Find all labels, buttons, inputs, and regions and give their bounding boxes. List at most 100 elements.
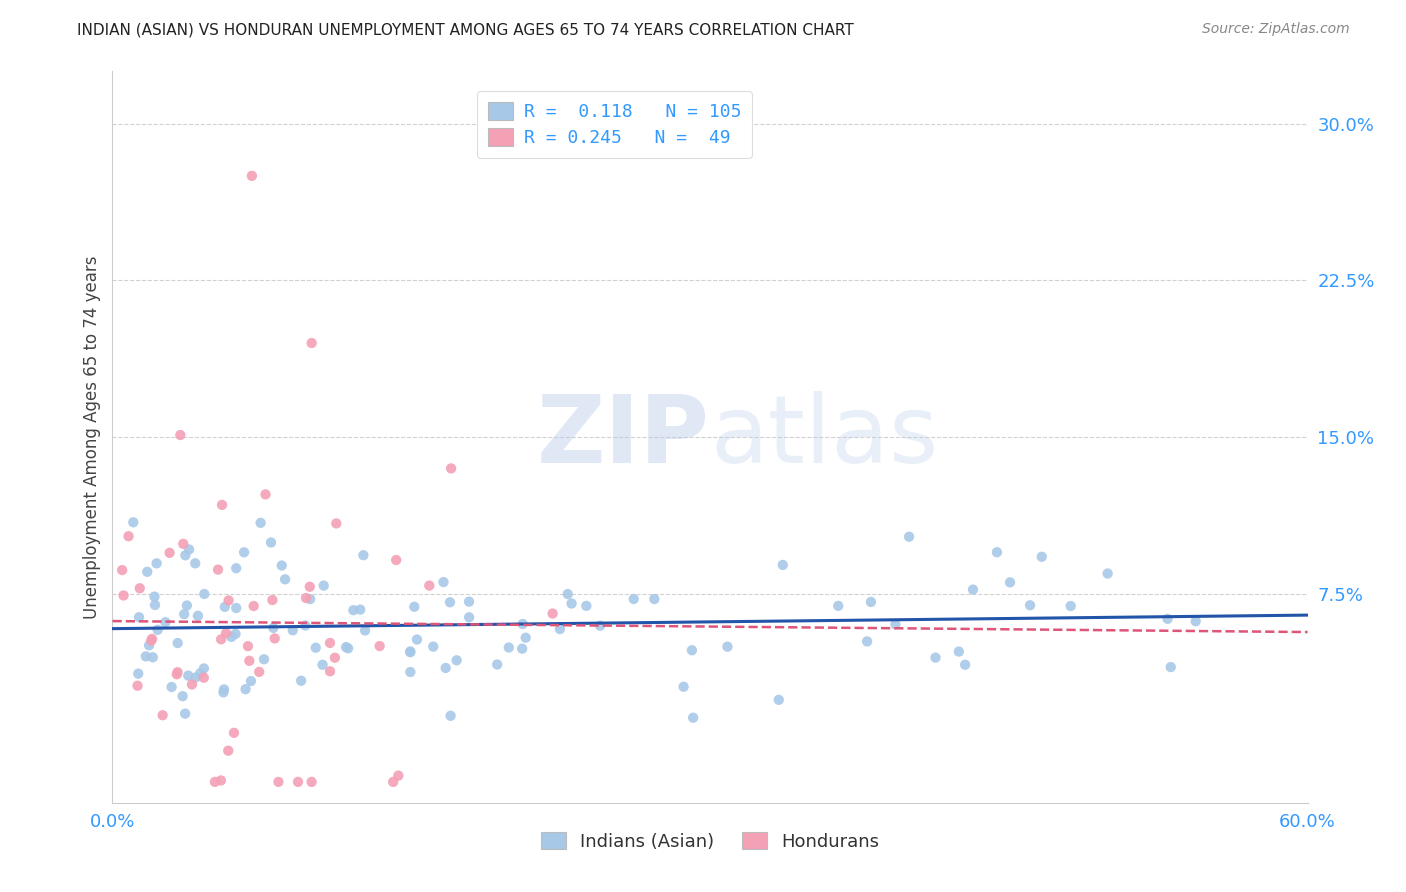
Point [406, 632, 429, 647]
Point [235, 682, 257, 697]
Point [225, 561, 247, 575]
Point [172, 689, 194, 703]
Point [1184, 615, 1206, 629]
Point [233, 545, 256, 559]
Point [177, 668, 200, 682]
Point [312, 579, 335, 593]
Point [136, 565, 159, 579]
Point [207, 563, 229, 577]
Point [281, 624, 304, 638]
Point [135, 649, 157, 664]
Point [128, 581, 150, 595]
Legend: Indians (Asian), Hondurans: Indians (Asian), Hondurans [531, 822, 889, 860]
Point [716, 640, 738, 654]
Point [225, 601, 247, 615]
Point [267, 775, 290, 789]
Point [187, 608, 209, 623]
Point [440, 461, 463, 475]
Point [439, 708, 461, 723]
Point [432, 575, 454, 590]
Point [166, 665, 188, 680]
Point [263, 632, 285, 646]
Point [270, 558, 292, 573]
Point [295, 591, 318, 605]
Point [225, 627, 247, 641]
Point [418, 578, 440, 592]
Point [382, 775, 405, 789]
Point [169, 428, 191, 442]
Point [249, 516, 271, 530]
Point [127, 679, 149, 693]
Point [188, 666, 211, 681]
Point [643, 592, 665, 607]
Point [298, 580, 321, 594]
Point [768, 693, 790, 707]
Y-axis label: Unemployment Among Ages 65 to 74 years: Unemployment Among Ages 65 to 74 years [83, 255, 101, 619]
Point [238, 654, 260, 668]
Point [253, 652, 276, 666]
Point [209, 632, 232, 647]
Point [1156, 612, 1178, 626]
Point [827, 599, 849, 613]
Point [998, 575, 1021, 590]
Point [884, 617, 907, 632]
Point [301, 775, 323, 789]
Point [174, 706, 197, 721]
Point [214, 599, 236, 614]
Point [953, 657, 976, 672]
Point [239, 674, 262, 689]
Point [212, 682, 235, 697]
Point [299, 592, 322, 607]
Point [422, 640, 444, 654]
Point [541, 607, 564, 621]
Point [368, 639, 391, 653]
Point [399, 665, 422, 679]
Point [142, 650, 165, 665]
Point [254, 487, 277, 501]
Point [962, 582, 984, 597]
Point [221, 630, 243, 644]
Point [218, 593, 240, 607]
Point [222, 726, 245, 740]
Text: INDIAN (ASIAN) VS HONDURAN UNEMPLOYMENT AMONG AGES 65 TO 74 YEARS CORRELATION CH: INDIAN (ASIAN) VS HONDURAN UNEMPLOYMENT … [77, 22, 853, 37]
Point [174, 549, 197, 563]
Point [325, 516, 347, 531]
Point [335, 640, 357, 654]
Point [561, 597, 583, 611]
Point [145, 557, 167, 571]
Point [498, 640, 520, 655]
Point [138, 638, 160, 652]
Point [681, 643, 703, 657]
Point [122, 516, 145, 530]
Point [548, 622, 571, 636]
Point [236, 639, 259, 653]
Text: Source: ZipAtlas.com: Source: ZipAtlas.com [1202, 22, 1350, 37]
Point [682, 711, 704, 725]
Point [323, 650, 346, 665]
Point [112, 589, 135, 603]
Point [128, 610, 150, 624]
Point [152, 708, 174, 723]
Point [159, 546, 181, 560]
Point [143, 598, 166, 612]
Point [166, 667, 188, 681]
Point [172, 537, 194, 551]
Point [672, 680, 695, 694]
Point [160, 680, 183, 694]
Point [184, 557, 207, 571]
Point [141, 632, 163, 646]
Point [311, 657, 333, 672]
Point [262, 593, 284, 607]
Point [166, 636, 188, 650]
Point [301, 336, 323, 351]
Point [1031, 549, 1053, 564]
Point [215, 626, 238, 640]
Point [515, 631, 537, 645]
Point [354, 624, 377, 638]
Point [399, 645, 422, 659]
Point [512, 617, 534, 632]
Point [127, 666, 149, 681]
Point [193, 671, 215, 685]
Point [204, 775, 226, 789]
Point [510, 641, 533, 656]
